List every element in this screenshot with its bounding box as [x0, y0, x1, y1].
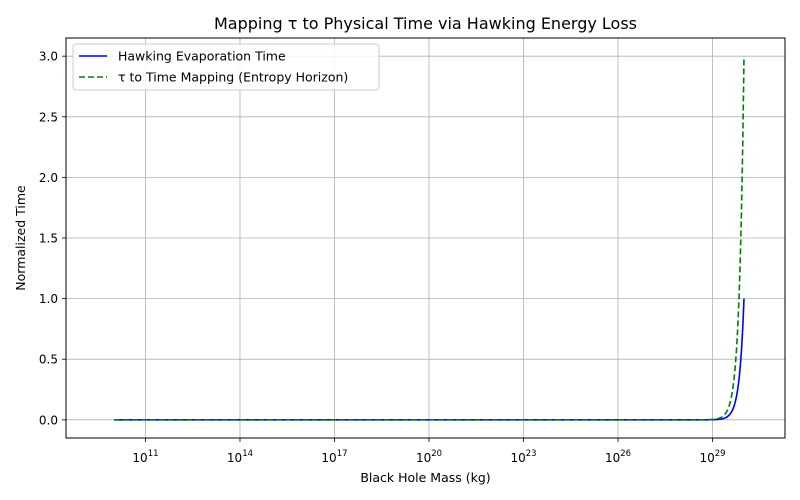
y-axis-label: Normalized Time: [13, 185, 28, 291]
series-layer: [113, 56, 745, 421]
legend-box: [72, 43, 380, 91]
x-tick-label: 1029: [699, 449, 725, 465]
legend: Hawking Evaporation Time τ to Time Mappin…: [72, 43, 380, 91]
legend-label: τ to Time Mapping (Entropy Horizon): [118, 70, 348, 85]
legend-label: Hawking Evaporation Time: [118, 49, 286, 64]
x-tick-label: 1020: [416, 449, 442, 465]
axis-ticks: 1011 1014 1017 1020 1023 1026 1029 0.0 0.5 1.0 1.5…: [39, 50, 726, 465]
x-tick-label: 1014: [227, 449, 253, 465]
tau-mapping-line: [113, 56, 745, 421]
y-tick-label: 1.0: [39, 292, 58, 306]
y-tick-label: 1.5: [39, 232, 58, 246]
y-tick-label: 0.5: [39, 353, 58, 367]
x-tick-label: 1017: [321, 449, 347, 465]
chart-title: Mapping τ to Physical Time via Hawking E…: [214, 14, 637, 33]
x-axis-label: Black Hole Mass (kg): [360, 470, 490, 485]
x-tick-label: 1023: [510, 449, 536, 465]
x-tick-label: 1026: [605, 449, 631, 465]
y-tick-label: 0.0: [39, 413, 58, 427]
y-tick-label: 2.0: [39, 171, 58, 185]
x-tick-label: 1011: [132, 449, 158, 465]
y-tick-label: 3.0: [39, 50, 58, 64]
y-tick-label: 2.5: [39, 110, 58, 124]
